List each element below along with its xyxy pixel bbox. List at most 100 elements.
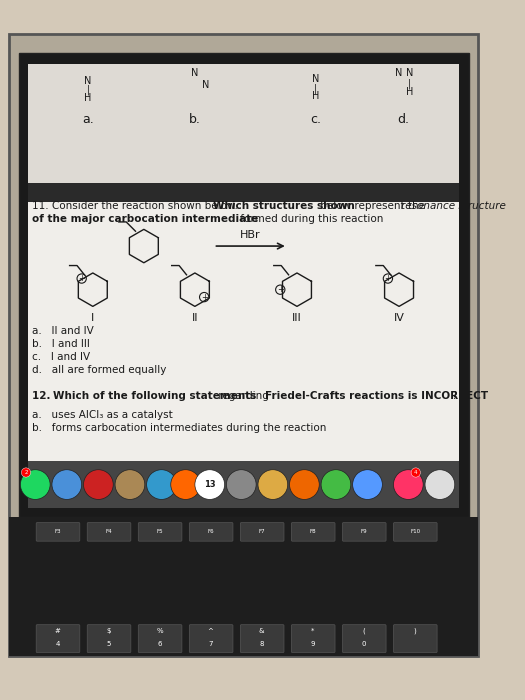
Text: +: + bbox=[201, 293, 207, 302]
Text: a.   II and IV: a. II and IV bbox=[33, 326, 94, 337]
Text: 4: 4 bbox=[414, 470, 417, 475]
Text: N: N bbox=[312, 74, 319, 84]
FancyBboxPatch shape bbox=[36, 624, 80, 652]
FancyBboxPatch shape bbox=[190, 624, 233, 652]
Text: II: II bbox=[192, 312, 198, 323]
Text: Friedel-Crafts reactions is INCORRECT: Friedel-Crafts reactions is INCORRECT bbox=[266, 391, 489, 401]
Circle shape bbox=[393, 470, 423, 499]
Circle shape bbox=[290, 470, 319, 499]
Text: +: + bbox=[78, 274, 85, 283]
Text: F4: F4 bbox=[106, 529, 112, 534]
Text: regarding: regarding bbox=[215, 391, 272, 401]
Bar bbox=[18, 53, 469, 517]
Text: 5: 5 bbox=[107, 641, 111, 648]
Circle shape bbox=[83, 470, 113, 499]
Text: III: III bbox=[292, 312, 302, 323]
Text: HBr: HBr bbox=[240, 230, 261, 241]
Text: 9: 9 bbox=[310, 641, 315, 648]
Circle shape bbox=[195, 470, 225, 499]
Text: of the major carbocation intermediate: of the major carbocation intermediate bbox=[33, 214, 259, 224]
Text: c.: c. bbox=[310, 113, 321, 126]
Text: 8: 8 bbox=[259, 641, 264, 648]
Text: Which structures shown: Which structures shown bbox=[214, 201, 355, 211]
Circle shape bbox=[115, 470, 145, 499]
Circle shape bbox=[353, 470, 382, 499]
Circle shape bbox=[52, 470, 82, 499]
Text: #: # bbox=[55, 628, 60, 634]
FancyBboxPatch shape bbox=[342, 523, 386, 541]
Text: 11. Consider the reaction shown below.: 11. Consider the reaction shown below. bbox=[33, 201, 245, 211]
Text: H: H bbox=[406, 87, 413, 97]
Text: &: & bbox=[259, 628, 265, 634]
Text: N: N bbox=[191, 69, 198, 78]
FancyBboxPatch shape bbox=[36, 523, 80, 541]
Text: +: + bbox=[277, 285, 284, 294]
Text: |: | bbox=[314, 83, 317, 94]
FancyBboxPatch shape bbox=[87, 523, 131, 541]
Text: F9: F9 bbox=[361, 529, 368, 534]
FancyBboxPatch shape bbox=[240, 624, 284, 652]
Text: formed during this reaction: formed during this reaction bbox=[237, 214, 383, 224]
Text: 4: 4 bbox=[55, 641, 60, 648]
FancyBboxPatch shape bbox=[393, 624, 437, 652]
Text: Which of the following statements: Which of the following statements bbox=[53, 391, 256, 401]
Circle shape bbox=[146, 470, 176, 499]
Text: below represent the: below represent the bbox=[318, 201, 428, 211]
FancyBboxPatch shape bbox=[291, 523, 335, 541]
Text: a.: a. bbox=[82, 113, 94, 126]
Text: 0: 0 bbox=[362, 641, 366, 648]
Circle shape bbox=[22, 468, 30, 477]
Text: N: N bbox=[406, 69, 413, 78]
FancyBboxPatch shape bbox=[138, 523, 182, 541]
Text: 13: 13 bbox=[204, 480, 216, 489]
Text: F10: F10 bbox=[410, 529, 421, 534]
Text: a.   uses AlCl₃ as a catalyst: a. uses AlCl₃ as a catalyst bbox=[33, 410, 173, 420]
Text: b.   forms carbocation intermediates during the reaction: b. forms carbocation intermediates durin… bbox=[33, 423, 327, 433]
Circle shape bbox=[321, 470, 351, 499]
Text: ?: ? bbox=[451, 391, 457, 401]
Circle shape bbox=[425, 470, 455, 499]
Text: |: | bbox=[407, 78, 411, 89]
Circle shape bbox=[411, 468, 421, 477]
Text: c.   I and IV: c. I and IV bbox=[33, 352, 91, 363]
Text: |: | bbox=[87, 85, 90, 95]
Circle shape bbox=[171, 470, 201, 499]
Bar bbox=[28, 202, 459, 461]
Text: 12.: 12. bbox=[33, 391, 58, 401]
Text: 6: 6 bbox=[158, 641, 162, 648]
Text: F5: F5 bbox=[157, 529, 163, 534]
Text: d.   all are formed equally: d. all are formed equally bbox=[33, 365, 167, 375]
Text: (: ( bbox=[362, 628, 365, 634]
Text: 2: 2 bbox=[24, 470, 28, 475]
Bar bbox=[28, 64, 459, 183]
Text: I: I bbox=[91, 312, 94, 323]
Text: H: H bbox=[312, 91, 319, 101]
Text: b.: b. bbox=[189, 113, 201, 126]
FancyBboxPatch shape bbox=[138, 624, 182, 652]
Circle shape bbox=[258, 470, 288, 499]
FancyBboxPatch shape bbox=[240, 523, 284, 541]
Text: N: N bbox=[395, 69, 403, 78]
Text: resonance structure: resonance structure bbox=[401, 201, 506, 211]
Bar bbox=[28, 461, 459, 508]
Text: 7: 7 bbox=[208, 641, 213, 648]
Bar bbox=[28, 183, 459, 202]
Text: H: H bbox=[85, 92, 92, 103]
Text: d.: d. bbox=[398, 113, 410, 126]
Text: N: N bbox=[85, 76, 92, 86]
FancyBboxPatch shape bbox=[393, 523, 437, 541]
Text: IV: IV bbox=[394, 312, 404, 323]
Bar bbox=[28, 64, 459, 508]
FancyBboxPatch shape bbox=[190, 523, 233, 541]
Text: +: + bbox=[384, 274, 391, 283]
Bar bbox=[9, 517, 478, 657]
Text: $: $ bbox=[107, 628, 111, 634]
Text: %: % bbox=[156, 628, 163, 634]
Circle shape bbox=[20, 470, 50, 499]
Text: F7: F7 bbox=[259, 529, 266, 534]
FancyBboxPatch shape bbox=[87, 624, 131, 652]
Circle shape bbox=[226, 470, 256, 499]
Text: *: * bbox=[311, 628, 314, 634]
FancyBboxPatch shape bbox=[342, 624, 386, 652]
Text: ^: ^ bbox=[208, 628, 214, 634]
